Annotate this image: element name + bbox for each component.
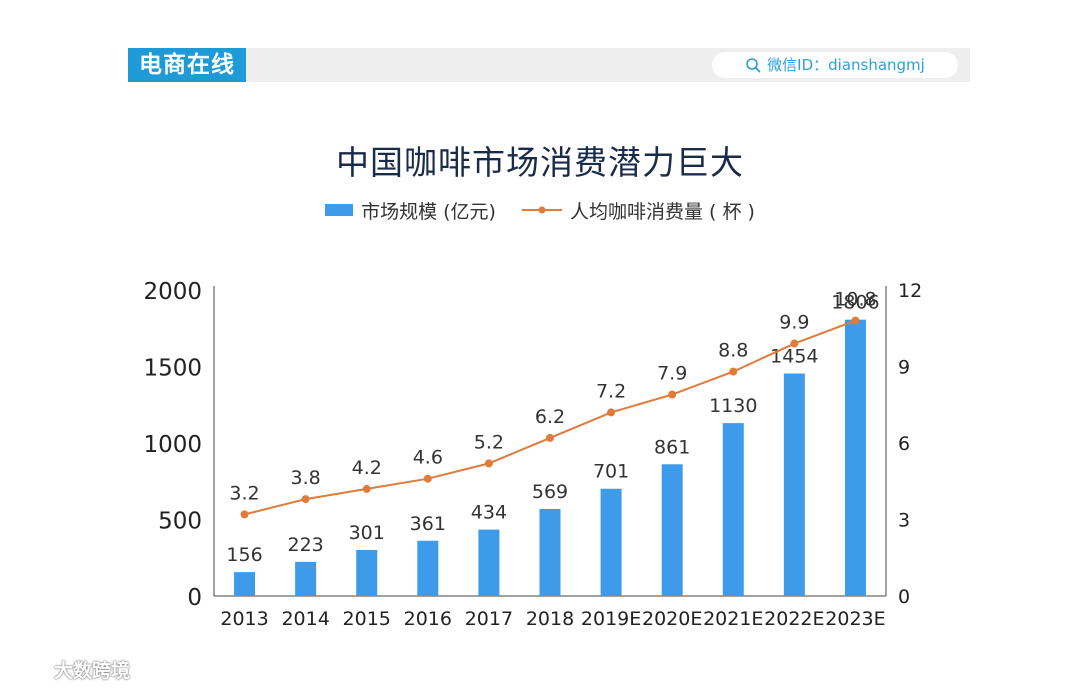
y-tick-label: 2000	[143, 279, 202, 305]
bar-value-label: 434	[471, 502, 507, 524]
line-point	[484, 459, 493, 468]
line-value-label: 5.2	[474, 431, 504, 453]
y-tick-label: 1500	[143, 356, 202, 382]
bar	[295, 561, 317, 596]
x-tick-label: 2014	[281, 608, 329, 630]
x-tick-label: 2015	[343, 608, 391, 630]
y2-tick-label: 12	[898, 280, 922, 302]
line-value-label: 7.9	[657, 363, 687, 385]
chart-legend: 市场规模 (亿元) 人均咖啡消费量 ( 杯 )	[0, 196, 1080, 224]
line-point	[607, 408, 616, 417]
bar	[722, 423, 744, 596]
bar-value-label: 223	[288, 534, 324, 556]
bar	[539, 508, 561, 596]
bar	[356, 549, 378, 596]
search-icon	[746, 58, 761, 73]
y2-tick-label: 3	[898, 510, 910, 532]
x-tick-label: 2017	[465, 608, 513, 630]
brand-logo: 电商在线	[128, 48, 246, 82]
bar	[783, 373, 805, 596]
footer-watermark-text: 大数跨境	[54, 660, 131, 682]
legend-bar-label: 市场规模 (亿元)	[361, 200, 496, 223]
bar-value-label: 569	[532, 481, 568, 503]
bar	[234, 572, 256, 596]
line-point	[240, 510, 249, 519]
wechat-id-text: 微信ID：dianshangmj	[767, 56, 925, 74]
x-tick-label: 2022E	[764, 608, 824, 630]
y2-tick-label: 0	[898, 586, 910, 608]
line-point	[546, 433, 554, 442]
legend-item-bar: 市场规模 (亿元)	[325, 197, 496, 224]
legend-line-label: 人均咖啡消费量 ( 杯 )	[569, 200, 755, 223]
bar	[600, 488, 622, 596]
line-value-label: 6.2	[535, 406, 565, 428]
y-tick-label: 500	[158, 509, 202, 535]
legend-line-swatch	[521, 206, 562, 214]
line-point	[423, 474, 432, 483]
brand-mark-icon	[8, 661, 49, 678]
line-point	[362, 484, 371, 493]
bar-value-label: 1130	[709, 395, 757, 417]
y-tick-label: 1000	[143, 432, 202, 458]
x-tick-label: 2016	[404, 608, 452, 630]
bar-value-label: 1454	[770, 346, 818, 368]
footer-watermark: 大数跨境	[8, 656, 130, 683]
x-tick-label: 2021E	[703, 608, 763, 630]
x-tick-label: 2019E	[581, 608, 641, 630]
legend-item-line: 人均咖啡消费量 ( 杯 )	[521, 197, 755, 224]
bar-value-label: 861	[654, 436, 690, 458]
y2-tick-label: 9	[898, 357, 910, 379]
line-value-label: 10.8	[834, 289, 876, 311]
bar-value-label: 701	[593, 461, 629, 483]
x-tick-label: 2013	[220, 608, 268, 630]
bar	[844, 319, 866, 596]
y2-tick-label: 6	[898, 433, 910, 455]
line-value-label: 4.6	[413, 447, 443, 469]
bar	[417, 540, 439, 596]
line-point	[790, 339, 799, 348]
line-point	[729, 367, 738, 376]
bar	[661, 464, 683, 596]
wechat-id-badge: 微信ID：dianshangmj	[712, 52, 958, 78]
bar-value-label: 156	[226, 544, 262, 566]
line-value-label: 3.8	[291, 467, 321, 489]
line-point	[851, 316, 860, 325]
line-value-label: 9.9	[779, 312, 809, 334]
bar-value-label: 1806	[831, 292, 879, 314]
x-tick-label: 2018	[526, 608, 574, 630]
line-value-label: 3.2	[229, 482, 259, 504]
x-tick-label: 2020E	[642, 608, 702, 630]
bar-value-label: 361	[410, 513, 446, 535]
header-bar: 电商在线 微信ID：dianshangmj	[128, 48, 970, 82]
legend-bar-swatch	[325, 204, 354, 216]
line-value-label: 8.8	[718, 340, 748, 362]
chart-title: 中国咖啡市场消费潜力巨大	[336, 143, 744, 182]
line-value-label: 7.2	[596, 380, 626, 402]
y-tick-label: 0	[187, 585, 202, 611]
x-tick-label: 2023E	[825, 608, 885, 630]
line-value-label: 4.2	[352, 457, 382, 479]
line-point	[301, 495, 310, 504]
line-point	[668, 390, 677, 399]
bar	[478, 529, 500, 596]
bar-value-label: 301	[349, 522, 385, 544]
